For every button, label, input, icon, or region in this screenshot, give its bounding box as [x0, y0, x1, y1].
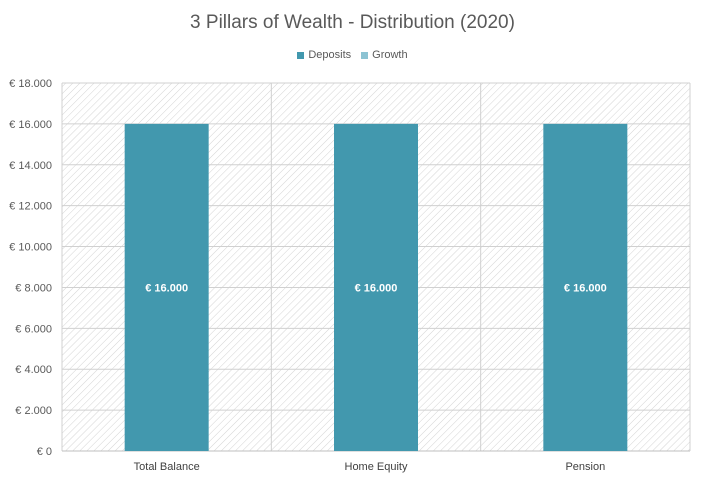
- legend-swatch-growth: [361, 51, 369, 59]
- legend-item-growth: Growth: [361, 49, 408, 61]
- y-tick-label: € 4.000: [15, 364, 52, 376]
- y-tick-label: € 8.000: [15, 282, 52, 294]
- y-tick-label: € 10.000: [9, 242, 52, 254]
- y-tick-label: € 0: [37, 446, 52, 458]
- bar-data-label: € 16.000: [355, 282, 398, 294]
- legend-label-deposits: Deposits: [308, 49, 352, 61]
- bar-deposits-0: [124, 123, 209, 451]
- chart-legend: Deposits Growth: [0, 49, 705, 61]
- x-tick-label: Home Equity: [345, 461, 408, 473]
- chart-title: 3 Pillars of Wealth - Distribution (2020…: [190, 12, 515, 33]
- bar-deposits-2: [543, 123, 628, 451]
- legend-label-growth: Growth: [372, 49, 408, 61]
- y-tick-label: € 2.000: [15, 405, 52, 417]
- bar-data-label: € 16.000: [564, 282, 607, 294]
- bar-data-label: € 16.000: [145, 282, 188, 294]
- legend-swatch-deposits: [297, 51, 305, 59]
- y-tick-label: € 14.000: [9, 160, 52, 172]
- bar-deposits-1: [334, 123, 418, 451]
- legend-item-deposits: Deposits: [297, 49, 351, 61]
- y-tick-label: € 12.000: [9, 201, 52, 213]
- x-tick-label: Pension: [565, 461, 605, 473]
- y-tick-label: € 6.000: [15, 323, 52, 335]
- y-tick-label: € 18.000: [9, 78, 52, 90]
- x-tick-label: Total Balance: [134, 461, 200, 473]
- y-tick-label: € 16.000: [9, 119, 52, 131]
